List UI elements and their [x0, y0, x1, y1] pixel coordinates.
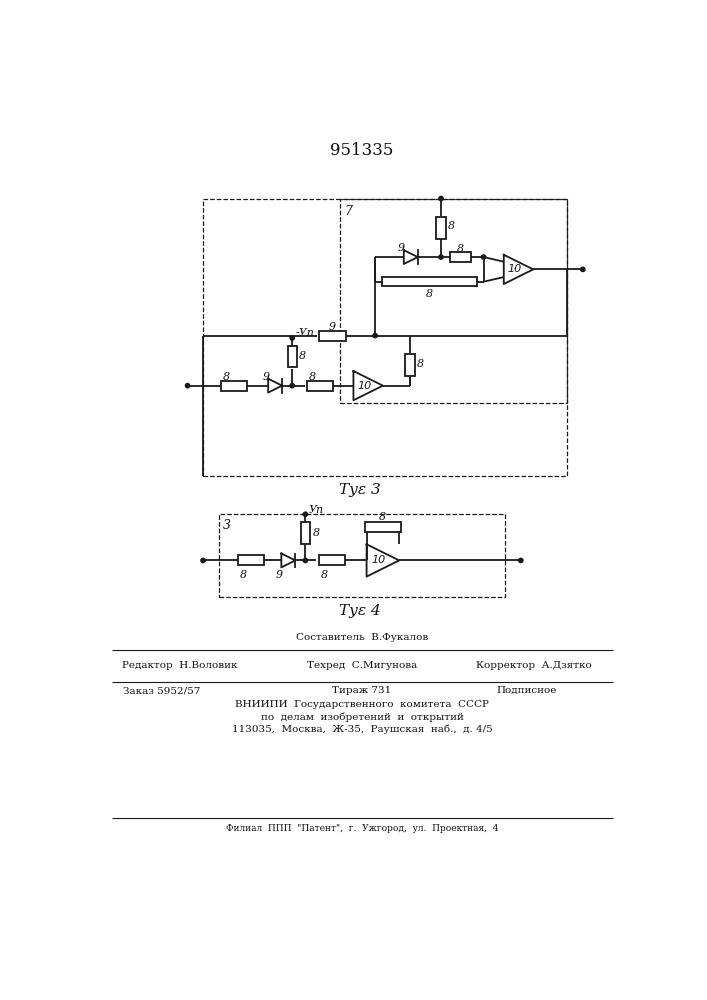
Text: 8: 8 [457, 244, 464, 254]
Text: Составитель  В.Фукалов: Составитель В.Фукалов [296, 633, 428, 642]
Text: 10: 10 [357, 381, 372, 391]
Text: 9: 9 [329, 322, 336, 332]
Text: 10: 10 [372, 555, 386, 565]
Text: 8: 8 [240, 570, 247, 580]
Text: Подписное: Подписное [496, 686, 556, 695]
Bar [450, 252, 472, 262]
Text: 8: 8 [448, 221, 455, 231]
Bar [365, 522, 401, 532]
Text: Τуε 4: Τуε 4 [339, 604, 380, 618]
Text: 9: 9 [276, 570, 283, 580]
Text: 8: 8 [417, 359, 424, 369]
Bar [218, 514, 506, 597]
Text: Филиал  ППП  "Патент",  г.  Ужгород,  ул.  Проектная,  4: Филиал ППП "Патент", г. Ужгород, ул. Про… [226, 824, 498, 833]
Circle shape [185, 383, 189, 388]
Circle shape [439, 196, 443, 201]
Circle shape [303, 558, 308, 563]
Text: 9: 9 [262, 372, 269, 382]
Bar [203, 199, 567, 476]
Bar [319, 555, 345, 565]
Text: 7: 7 [344, 205, 352, 218]
Text: 8: 8 [380, 512, 387, 522]
Bar [340, 199, 567, 403]
Bar [288, 346, 297, 367]
Text: -Уп: -Уп [296, 328, 314, 338]
Text: 3: 3 [223, 519, 230, 532]
Text: 951335: 951335 [330, 142, 394, 159]
Circle shape [481, 255, 486, 259]
Circle shape [519, 558, 523, 563]
Bar [382, 277, 477, 286]
Text: Корректор  А.Дзятко: Корректор А.Дзятко [476, 661, 592, 670]
Text: 113035,  Москва,  Ж-35,  Раушская  наб.,  д. 4/5: 113035, Москва, Ж-35, Раушская наб., д. … [232, 724, 492, 734]
Bar [300, 522, 310, 544]
Circle shape [290, 383, 294, 388]
Bar [405, 354, 414, 376]
Circle shape [290, 336, 294, 340]
Bar [307, 381, 333, 391]
Bar [320, 331, 346, 341]
Text: Уп: Уп [308, 505, 324, 515]
Text: Техред  С.Мигунова: Техред С.Мигунова [307, 661, 417, 670]
Text: Τуε 3: Τуε 3 [339, 483, 380, 497]
Text: 8: 8 [309, 372, 316, 382]
Text: 8: 8 [320, 570, 327, 580]
Bar [221, 381, 247, 391]
Text: 8: 8 [426, 289, 433, 299]
Circle shape [303, 512, 308, 516]
Text: Тираж 731: Тираж 731 [332, 686, 392, 695]
Text: Редактор  Н.Воловик: Редактор Н.Воловик [122, 661, 238, 670]
Bar [238, 555, 264, 565]
Text: 9: 9 [398, 243, 405, 253]
Text: Заказ 5952/57: Заказ 5952/57 [123, 686, 201, 695]
Circle shape [373, 333, 378, 338]
Text: ВНИИПИ  Государственного  комитета  СССР: ВНИИПИ Государственного комитета СССР [235, 700, 489, 709]
Text: 10: 10 [508, 264, 522, 274]
Bar [436, 217, 445, 239]
Circle shape [439, 255, 443, 259]
Circle shape [201, 558, 205, 563]
Text: 8: 8 [299, 351, 306, 361]
Text: 8: 8 [312, 528, 320, 538]
Text: по  делам  изобретений  и  открытий: по делам изобретений и открытий [260, 712, 463, 722]
Text: 8: 8 [223, 372, 230, 382]
Circle shape [580, 267, 585, 272]
